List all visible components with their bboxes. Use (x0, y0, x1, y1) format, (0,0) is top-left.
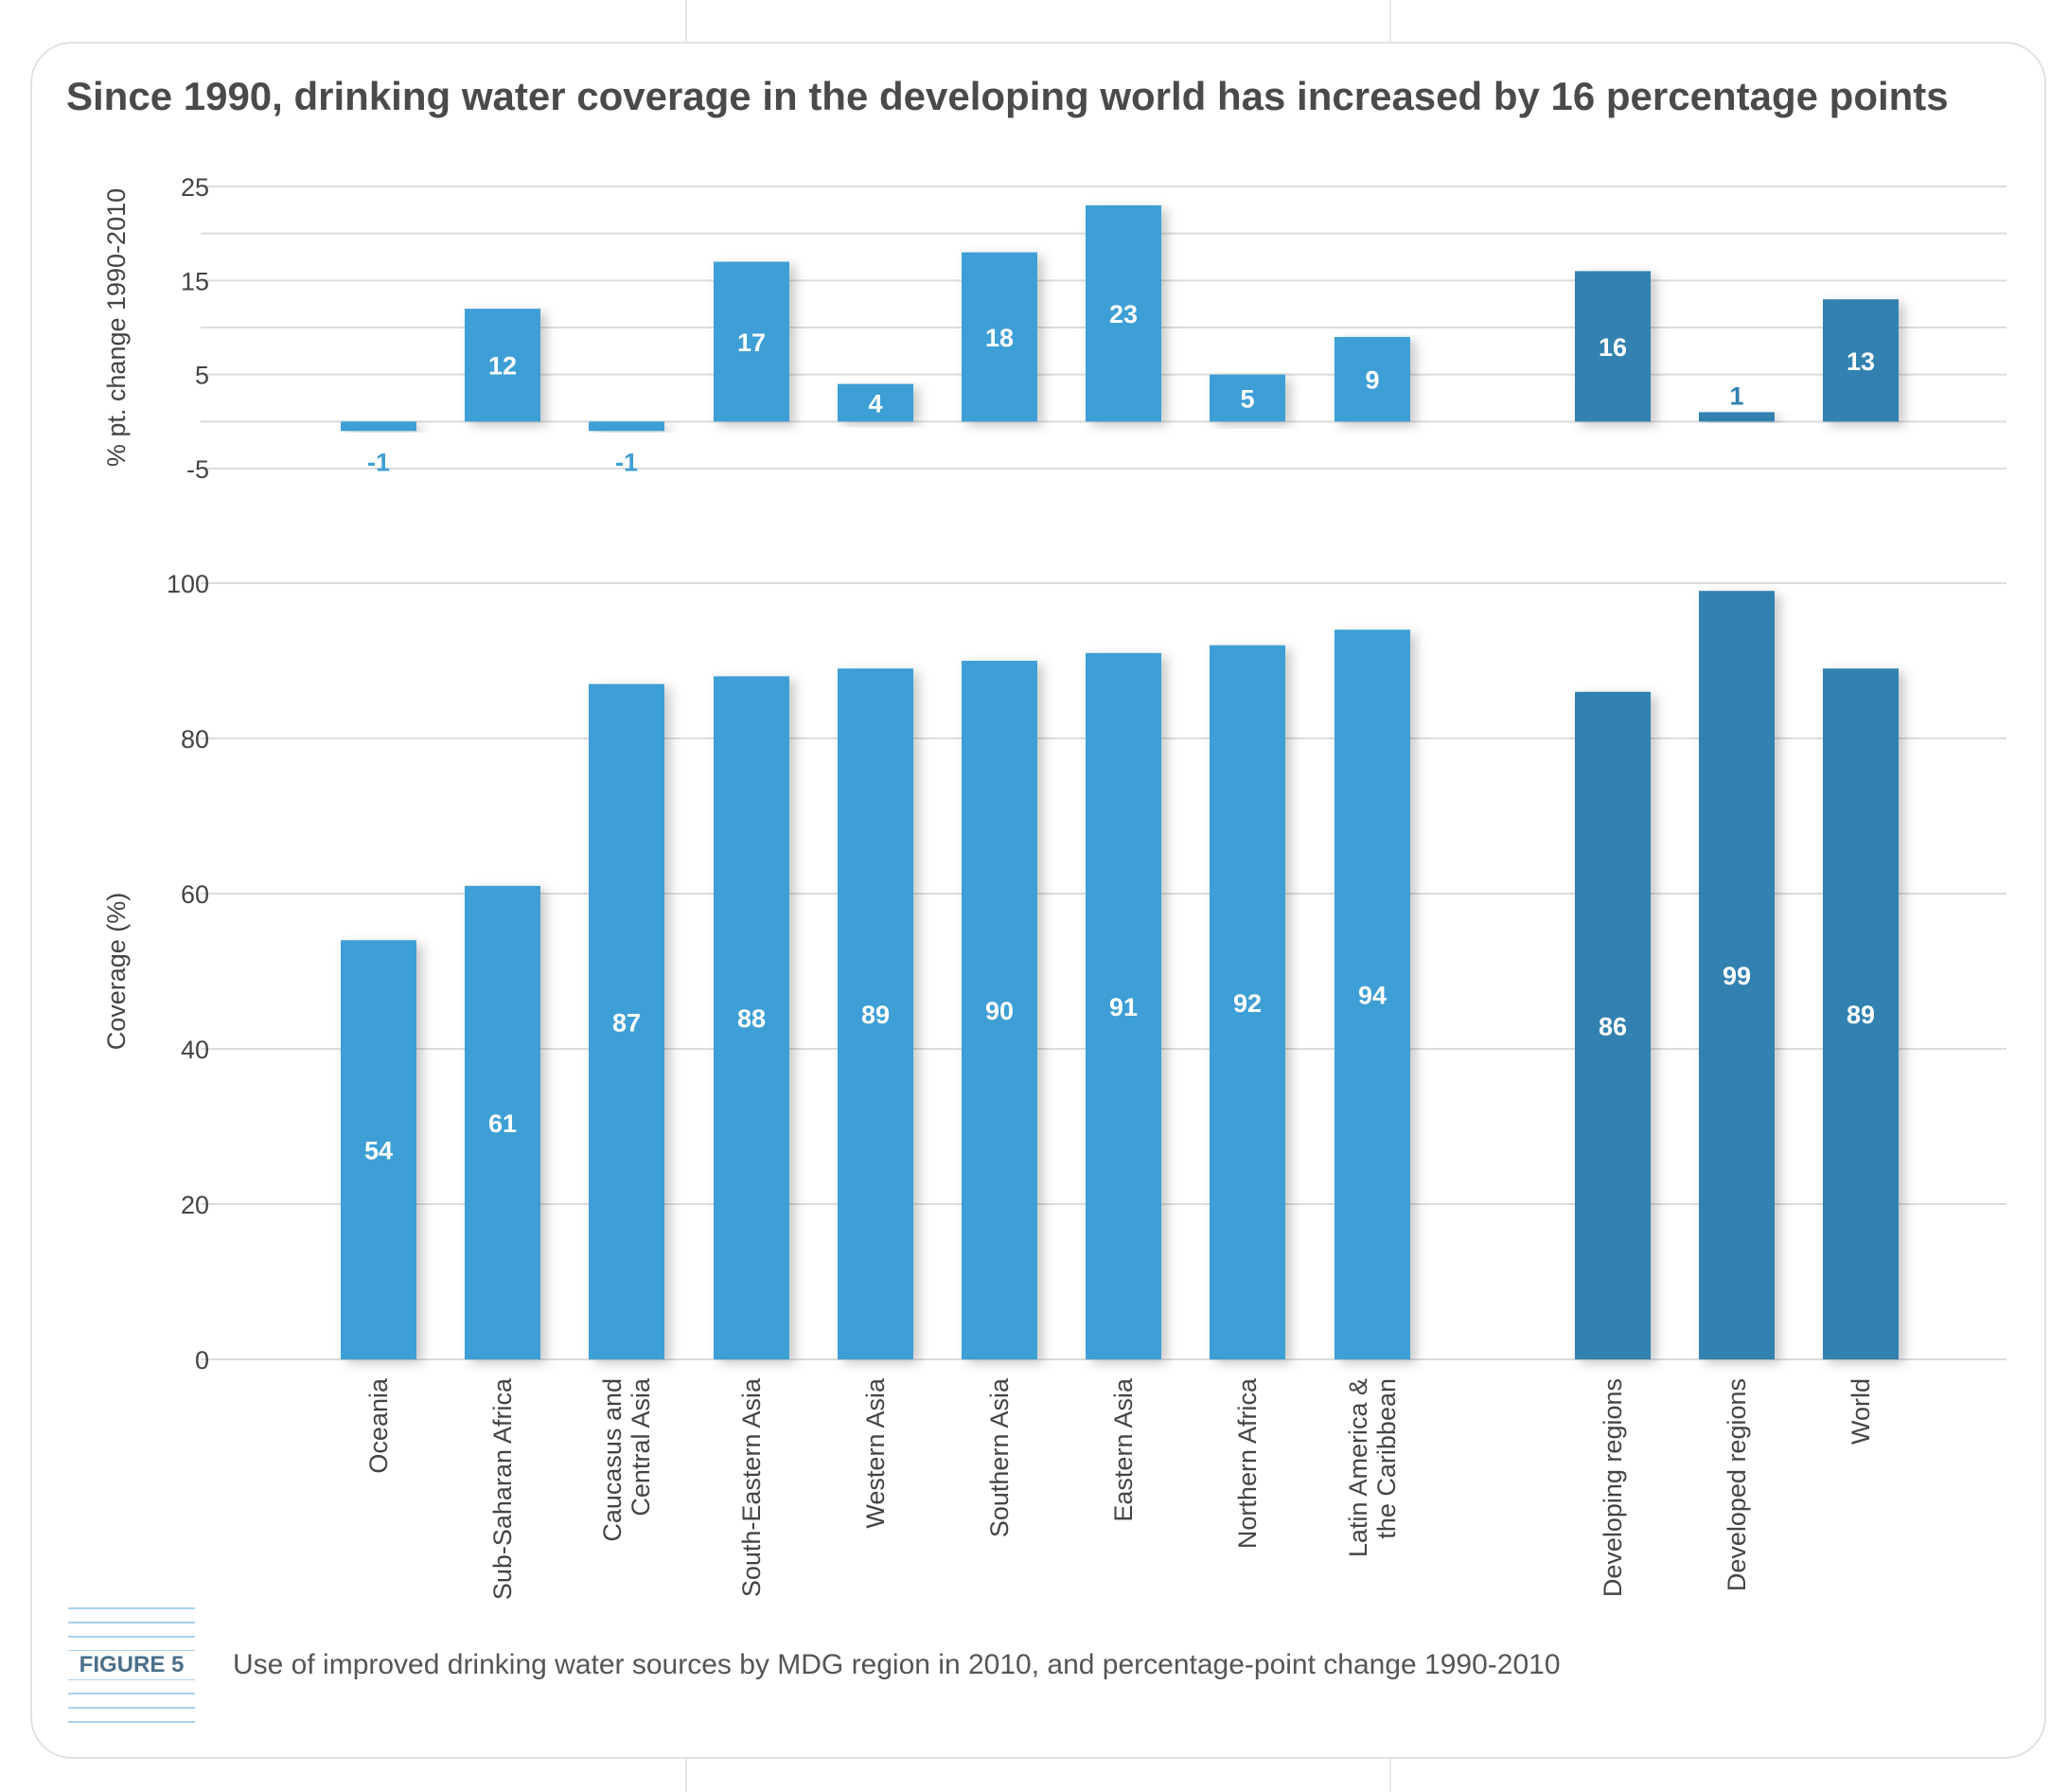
coverage-bar (962, 661, 1037, 1359)
y-axis-title-change: % pt. change 1990-2010 (102, 188, 131, 467)
category-label-line: the Caribbean (1372, 1378, 1401, 1539)
coverage-data-label: 89 (1847, 1001, 1875, 1029)
change-data-label: 17 (737, 328, 766, 357)
coverage-bar (341, 940, 416, 1359)
y-tick-label: 0 (195, 1346, 209, 1375)
coverage-data-label: 99 (1723, 962, 1751, 990)
category-label-line: Latin America & (1344, 1378, 1372, 1557)
background-guide-line (1389, 1757, 1391, 1792)
category-label: World (1847, 1378, 1875, 1445)
coverage-bar (1699, 591, 1775, 1359)
change-bar (589, 421, 664, 432)
coverage-data-label: 88 (737, 1004, 766, 1033)
category-label: Northern Africa (1233, 1377, 1262, 1549)
change-bar (1823, 299, 1899, 422)
change-data-label: 4 (868, 389, 882, 417)
category-label: Oceania (364, 1377, 393, 1474)
y-tick-label: 100 (167, 570, 209, 598)
coverage-data-label: 89 (861, 1001, 890, 1029)
y-tick-label: 20 (181, 1191, 209, 1219)
background-guide-line (685, 0, 687, 42)
coverage-bar (1823, 668, 1899, 1359)
category-label: Developed regions (1723, 1378, 1751, 1591)
y-tick-label: -5 (186, 455, 209, 484)
coverage-bar (714, 676, 789, 1359)
category-label-line: Southern Asia (985, 1377, 1014, 1537)
change-data-label: 5 (1240, 385, 1254, 414)
y-tick-label: 40 (181, 1036, 209, 1064)
y-tick-label: 25 (181, 173, 209, 202)
change-bar (962, 252, 1037, 422)
category-label-line: World (1847, 1378, 1875, 1445)
y-tick-label: 80 (181, 725, 209, 754)
change-bar (1210, 374, 1285, 422)
coverage-bar (1086, 652, 1161, 1359)
coverage-data-label: 92 (1233, 989, 1262, 1018)
change-bar (341, 421, 416, 432)
coverage-data-label: 54 (364, 1137, 393, 1165)
change-bar (1575, 271, 1651, 422)
category-label: Caucasus and Central Asia (598, 1377, 655, 1542)
category-label-line: Western Asia (861, 1377, 890, 1529)
chart-title: Since 1990, drinking water coverage in t… (66, 74, 1949, 118)
change-data-label: 9 (1365, 366, 1379, 395)
category-label-line: Eastern Asia (1109, 1377, 1138, 1522)
coverage-data-label: 90 (985, 997, 1014, 1025)
change-data-label: 16 (1599, 333, 1627, 362)
change-bar (714, 261, 789, 422)
coverage-bar (838, 668, 913, 1359)
category-label-line: Oceania (364, 1377, 393, 1474)
category-label: Latin America & the Caribbean (1344, 1378, 1401, 1557)
change-data-label: -1 (367, 448, 390, 476)
category-label: Southern Asia (985, 1377, 1014, 1537)
change-data-label: 18 (985, 324, 1014, 352)
category-label-line: Northern Africa (1233, 1377, 1262, 1549)
category-label-line: Central Asia (627, 1377, 655, 1517)
change-bar (1699, 412, 1775, 422)
y-tick-label: 5 (195, 362, 209, 390)
background-guide-line (1389, 0, 1391, 42)
change-bar (838, 383, 913, 422)
change-data-label: -1 (615, 448, 638, 476)
coverage-data-label: 94 (1358, 982, 1387, 1010)
figure-label: FIGURE 5 (68, 1651, 195, 1679)
coverage-bar (589, 683, 664, 1359)
change-data-label: 23 (1109, 300, 1138, 328)
background-guide-line (685, 1757, 687, 1792)
change-bar (1334, 336, 1410, 422)
coverage-bar (1334, 630, 1410, 1359)
coverage-bar (1575, 691, 1651, 1359)
category-label: Developing regions (1599, 1378, 1627, 1597)
category-label-line: South-Eastern Asia (737, 1377, 766, 1597)
figure-caption: Use of improved drinking water sources b… (233, 1649, 1561, 1680)
category-label: Western Asia (861, 1377, 890, 1529)
change-bar (465, 309, 540, 422)
category-label: Sub-Saharan Africa (488, 1377, 517, 1600)
coverage-bar (1210, 645, 1285, 1359)
coverage-data-label: 91 (1109, 993, 1138, 1021)
y-tick-label: 15 (181, 267, 209, 295)
change-bar (1086, 204, 1161, 422)
y-axis-title-coverage: Coverage (%) (102, 893, 131, 1051)
change-data-label: 13 (1847, 347, 1875, 376)
coverage-bar (465, 885, 540, 1359)
change-data-label: 12 (488, 352, 517, 381)
category-label-line: Developing regions (1599, 1378, 1627, 1597)
coverage-data-label: 61 (488, 1109, 517, 1138)
y-tick-label: 60 (181, 880, 209, 909)
category-label-line: Sub-Saharan Africa (488, 1377, 517, 1600)
coverage-data-label: 86 (1599, 1012, 1627, 1040)
category-label-line: Caucasus and (598, 1378, 627, 1542)
change-data-label: 1 (1729, 381, 1743, 410)
category-label: Eastern Asia (1109, 1377, 1138, 1522)
category-label-line: Developed regions (1723, 1378, 1751, 1591)
category-label: South-Eastern Asia (737, 1377, 766, 1597)
bar-layer (341, 204, 1899, 1359)
coverage-data-label: 87 (612, 1008, 641, 1037)
